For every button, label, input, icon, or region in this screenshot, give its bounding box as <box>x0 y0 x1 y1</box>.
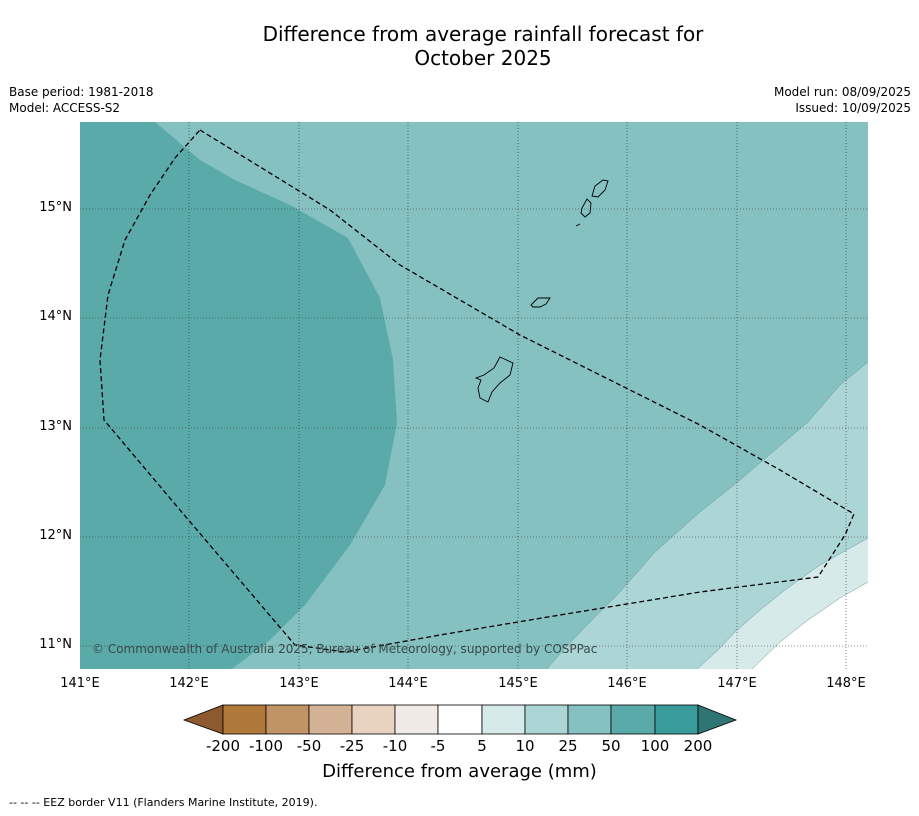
band-50-100 <box>80 122 397 669</box>
lat-label-11: 11°N <box>39 637 72 652</box>
colorbar <box>182 704 738 735</box>
lat-label-15: 15°N <box>39 200 72 215</box>
island-saipan <box>591 179 609 198</box>
colorbar-label: 10 <box>515 737 535 755</box>
meta-right: Model run: 08/09/2025 Issued: 10/09/2025 <box>774 84 911 116</box>
island-aguijan <box>575 223 581 227</box>
colorbar-bin-11 <box>654 704 699 735</box>
lon-label-144: 144°E <box>388 676 428 691</box>
lat-label-13: 13°N <box>39 419 72 434</box>
lat-label-12: 12°N <box>39 528 72 543</box>
colorbar-title: Difference from average (mm) <box>322 761 597 782</box>
lon-label-148: 148°E <box>826 676 866 691</box>
islands <box>474 179 609 403</box>
grid-lines <box>80 122 868 669</box>
lon-label-147: 147°E <box>717 676 757 691</box>
map-plot-area <box>80 122 868 669</box>
colorbar-arrow-high <box>697 704 738 735</box>
map-title: Difference from average rainfall forecas… <box>0 22 919 70</box>
colorbar-arrow-low <box>182 704 224 735</box>
colorbar-bin-10 <box>610 704 656 735</box>
colorbar-bin-6 <box>437 704 483 735</box>
issued-date: Issued: 10/09/2025 <box>795 101 911 115</box>
island-rota <box>530 297 551 308</box>
title-line-2: October 2025 <box>414 46 552 70</box>
colorbar-bin-7 <box>481 704 526 735</box>
lon-label-145: 145°E <box>498 676 538 691</box>
band-neutral <box>752 582 868 669</box>
colorbar-label: 5 <box>477 737 487 755</box>
lon-label-146: 146°E <box>607 676 647 691</box>
lon-label-142: 142°E <box>169 676 209 691</box>
contour-lines <box>546 361 868 669</box>
lon-label-143: 143°E <box>279 676 319 691</box>
colorbar-bin-4 <box>351 704 396 735</box>
colorbar-bin-9 <box>567 704 612 735</box>
lat-label-14: 14°N <box>39 309 72 324</box>
colorbar-label: -200 <box>205 737 241 755</box>
base-period: Base period: 1981-2018 <box>9 85 154 99</box>
colorbar-bin-1 <box>222 704 267 735</box>
colorbar-label: -25 <box>339 737 365 755</box>
colorbar-bin-5 <box>394 704 439 735</box>
colorbar-bin-2 <box>265 704 310 735</box>
copyright-notice: © Commonwealth of Australia 2025, Bureau… <box>92 642 598 656</box>
island-tinian <box>580 198 592 218</box>
eez-border <box>99 129 855 653</box>
colorbar-label: -5 <box>430 737 446 755</box>
island-guam <box>474 356 514 403</box>
meta-left: Base period: 1981-2018 Model: ACCESS-S2 <box>9 84 154 116</box>
footer-legend: -- -- -- EEZ border V11 (Flanders Marine… <box>9 796 318 809</box>
colorbar-label: 25 <box>558 737 578 755</box>
lon-label-141: 141°E <box>60 676 100 691</box>
colorbar-label: -50 <box>296 737 322 755</box>
colorbar-label: -10 <box>382 737 408 755</box>
colorbar-bin-8 <box>524 704 569 735</box>
colorbar-label: -100 <box>248 737 284 755</box>
colorbar-label: 200 <box>683 737 713 755</box>
colorbar-label: 100 <box>640 737 670 755</box>
title-line-1: Difference from average rainfall forecas… <box>262 22 704 46</box>
model-name: Model: ACCESS-S2 <box>9 101 121 115</box>
colorbar-label: 50 <box>601 737 621 755</box>
colorbar-bin-3 <box>308 704 353 735</box>
model-run: Model run: 08/09/2025 <box>773 85 911 99</box>
